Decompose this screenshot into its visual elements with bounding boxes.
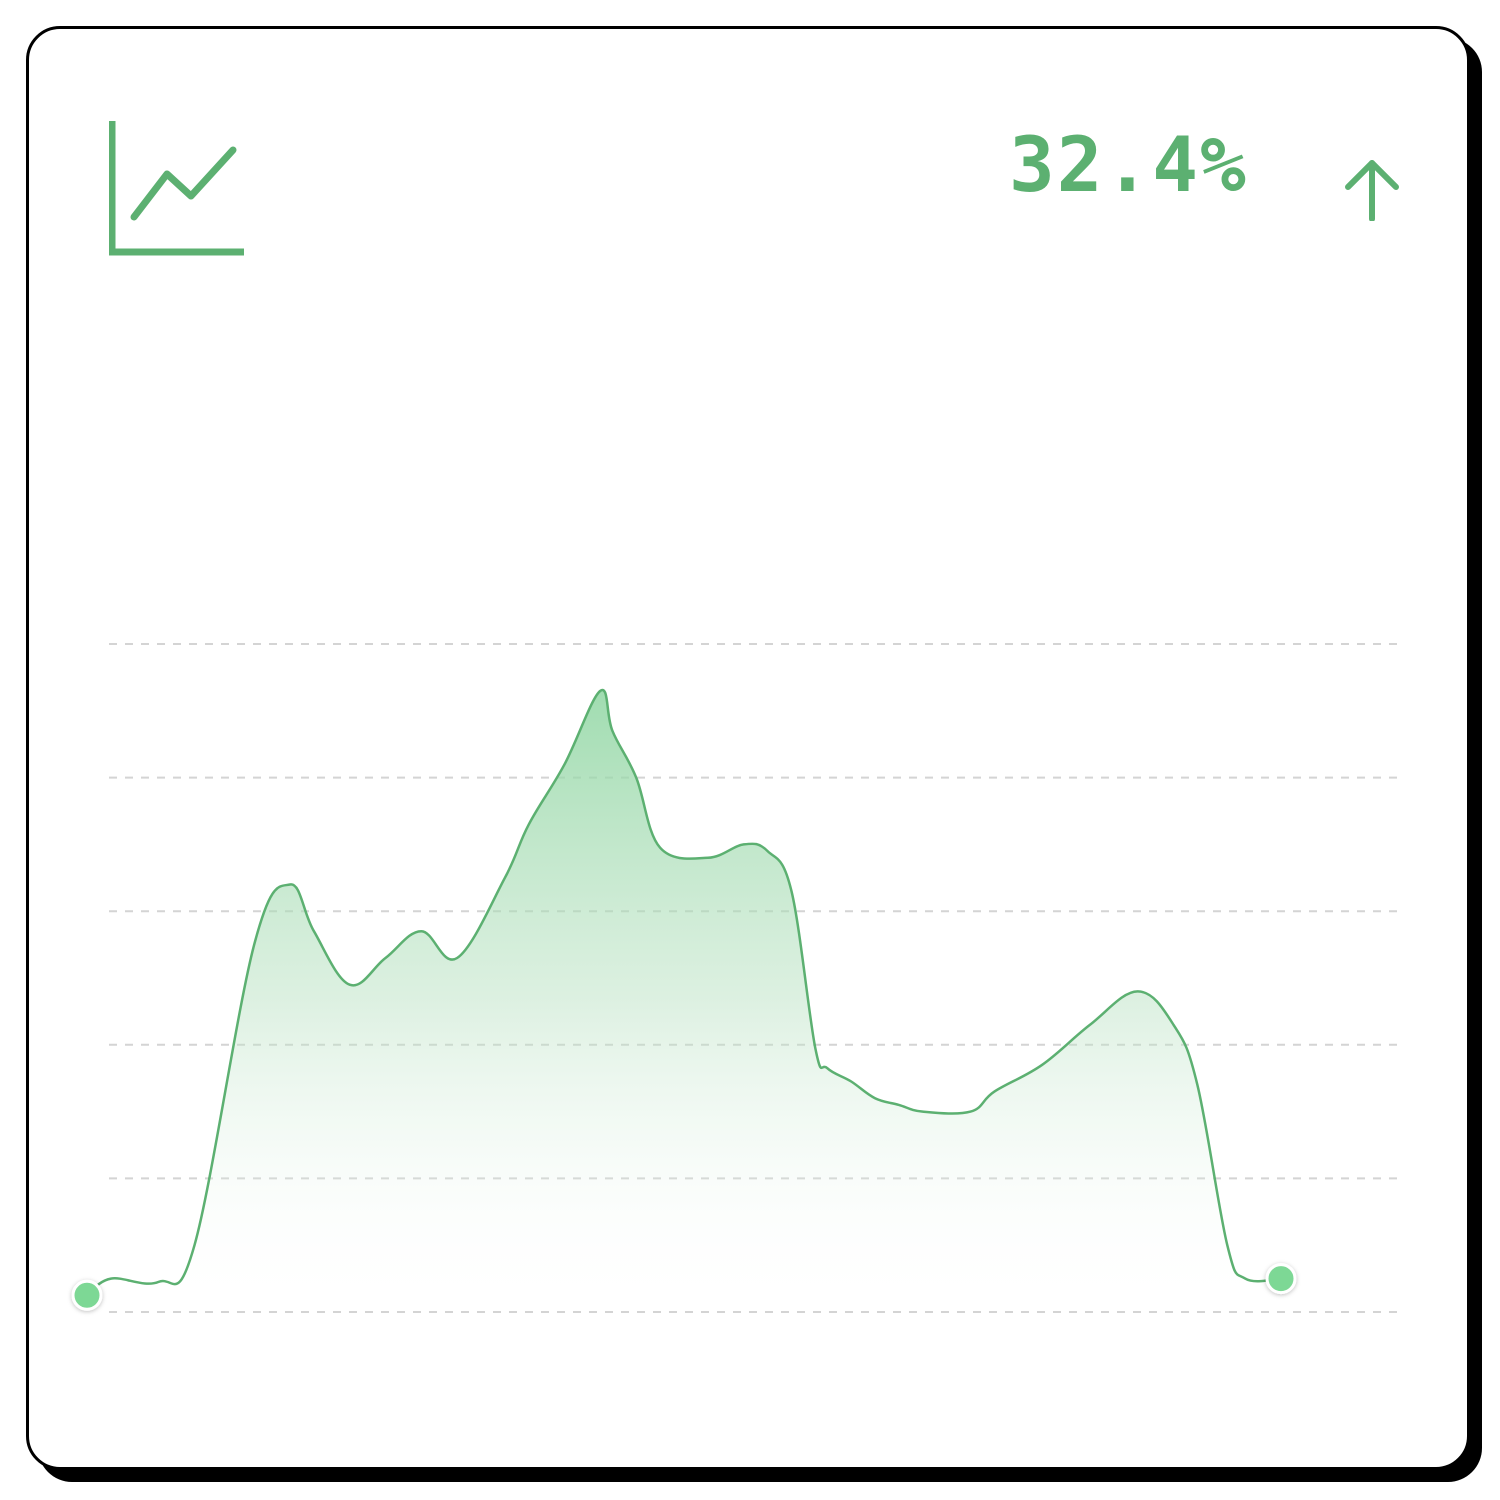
area-chart xyxy=(71,643,1397,1313)
change-value: 32.4% xyxy=(1009,120,1248,209)
start-point-marker xyxy=(71,1279,103,1311)
end-point-marker xyxy=(1265,1263,1297,1295)
stat-card: 32.4% xyxy=(26,26,1470,1470)
arrow-up-icon xyxy=(1345,160,1399,221)
series-line xyxy=(86,688,1282,1297)
area-fill xyxy=(87,690,1281,1312)
line-chart-icon xyxy=(109,121,244,256)
